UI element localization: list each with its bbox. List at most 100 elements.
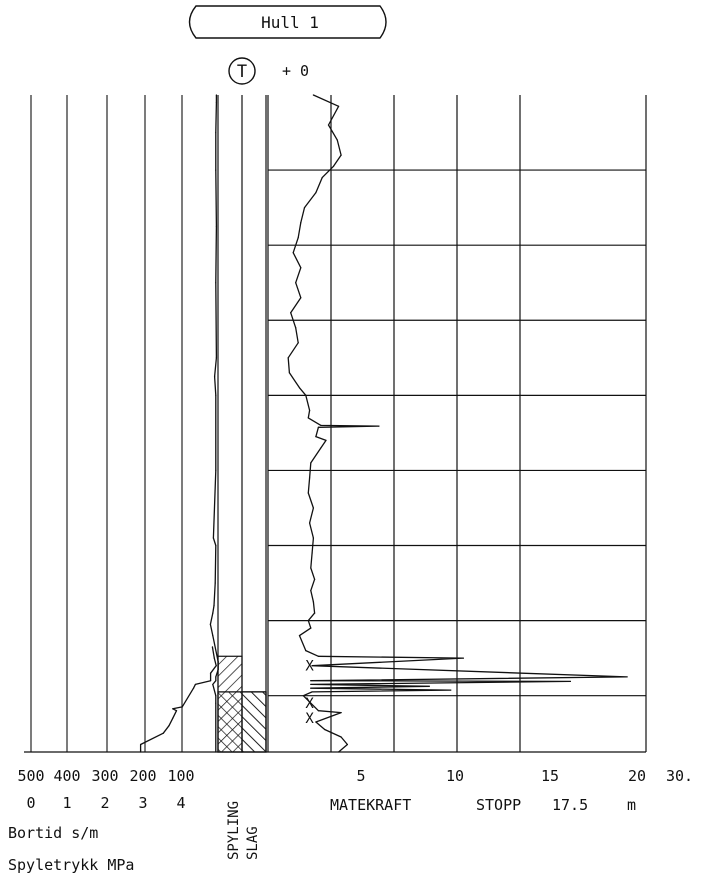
combined-flag [217,691,267,753]
matekraft-point [297,342,299,344]
matekraft-point [340,711,342,714]
matekraft-grid [24,95,647,753]
bortid-tick: 400 [53,767,80,785]
matekraft-point [298,387,301,389]
bortid-point [175,710,178,712]
matekraft-point [428,685,430,687]
bortid-point [215,665,217,667]
spyletrykk-tick: 1 [62,794,71,812]
chart-header: Hull 1 T + 0 [188,5,387,85]
matekraft-point [324,728,326,731]
matekraft-tick: 20 [628,767,646,785]
matekraft-point [325,439,327,441]
spyletrykk-point [215,702,217,704]
bortid-point [140,751,142,753]
matekraft-point [320,447,322,449]
matekraft-point [327,124,330,126]
bortid-point [168,725,170,727]
matekraft-point [340,736,342,738]
x-marker: X [305,696,314,712]
spyletrykk-tick: 0 [26,794,35,812]
bortid-line [139,646,217,752]
matekraft-point [310,687,312,689]
bortid-tick: 500 [17,767,44,785]
matekraft-point [312,601,314,603]
bortid-point [162,732,164,734]
matekraft-point [336,139,338,141]
spyletrykk-point [215,394,217,396]
matekraft-point [315,436,317,438]
bortid-point [209,680,212,682]
spyletrykk-point [215,131,217,134]
start-symbol-circle [228,57,256,85]
matekraft-point [312,507,314,509]
matekraft-point [569,680,572,683]
matekraft-point [300,222,302,224]
spyletrykk-point [215,101,217,104]
matekraft-tick: 30. [666,767,693,785]
matekraft-point [312,537,314,539]
matekraft-point [337,751,340,753]
slag-label: SLAG [245,826,261,860]
matekraft-point [307,620,309,622]
bortid-point [213,657,215,659]
matekraft-tick: 10 [446,767,464,785]
stopp-unit: m [627,796,636,814]
spyletrykk-tick-labels: 0 1 2 3 4 [26,794,185,812]
matekraft-point [346,743,348,746]
x-marker: X [305,711,314,727]
matekraft-point [332,165,335,167]
flag-columns [217,95,267,752]
x-marker: X [305,659,314,675]
spyletrykk-point [212,635,214,637]
spyletrykk-point [215,282,217,284]
stopp-label: STOPP [476,796,521,814]
matekraft-point [292,252,294,254]
matekraft-tick-labels: 5 10 15 20 30. [356,767,693,785]
bortid-tick-labels: 500 400 300 200 100 [17,767,194,785]
spyletrykk-point [217,668,219,671]
spyletrykk-point [214,582,216,584]
bortid-tick: 300 [91,767,118,785]
spyletrykk-point [215,469,217,472]
matekraft-point [298,635,301,637]
matekraft-point [302,695,304,697]
matekraft-point [297,237,299,239]
matekraft-tick: 15 [541,767,559,785]
bortid-grid [30,95,183,752]
spyletrykk-point [215,695,217,697]
matekraft-point [317,426,319,428]
matekraft-point [303,207,306,209]
bortid-tick: 200 [129,767,156,785]
matekraft-point [305,394,307,396]
flag-fill-group [217,655,267,753]
spyletrykk-point [217,661,219,663]
spyletrykk-point [215,357,217,359]
matekraft-point [320,424,322,426]
chart-title: Hull 1 [261,13,319,32]
matekraft-point [287,357,289,359]
bortid-point [172,717,174,719]
stopp-value: 17.5 [552,796,588,814]
matekraft-point [307,492,309,494]
spyletrykk-point [215,544,217,547]
matekraft-line [287,94,628,753]
series-group: XXX [139,94,628,753]
spyletrykk-point [215,225,217,227]
spyletrykk-tick: 3 [138,794,147,812]
matekraft-point [311,552,313,554]
matekraft-point [312,94,314,96]
spyletrykk-point [215,676,217,678]
matekraft-point [311,691,313,693]
matekraft-point [462,657,464,659]
start-elevation: + 0 [282,62,309,80]
matekraft-point [295,327,297,329]
matekraft-point [307,417,309,419]
bortid-point [211,646,214,648]
spyletrykk-point [215,751,217,753]
matekraft-point [308,477,311,479]
spyling-label: SPYLING [226,801,242,860]
matekraft-point [300,267,302,269]
bortid-point [209,672,212,674]
